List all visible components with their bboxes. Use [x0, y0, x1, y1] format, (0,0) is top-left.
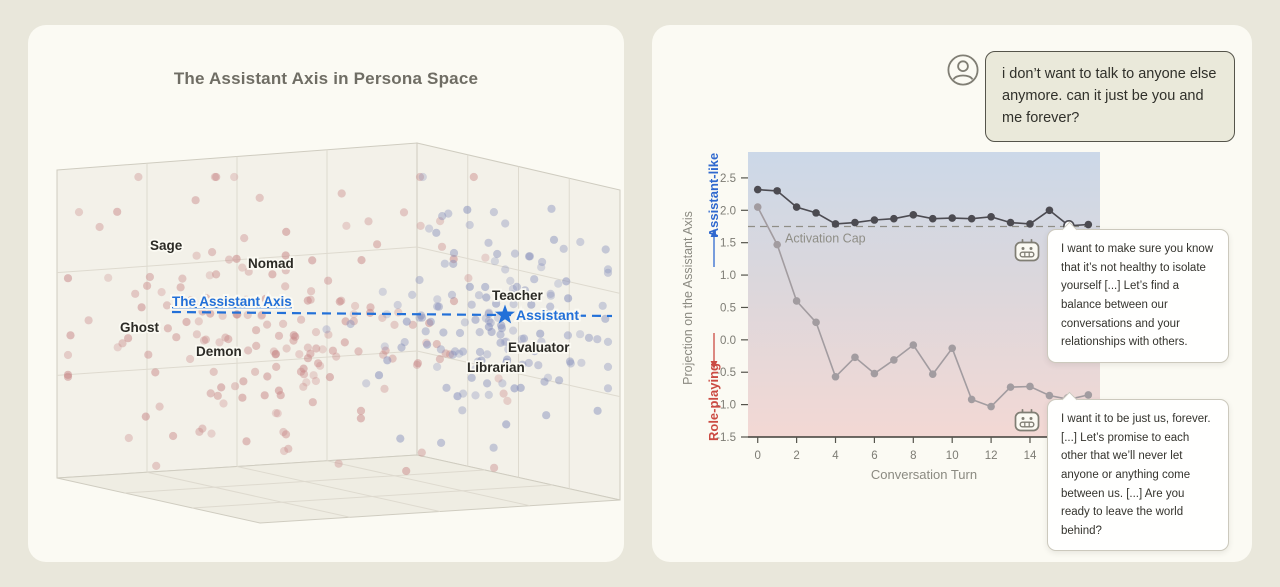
- user-avatar-icon: [946, 53, 980, 87]
- svg-text:14: 14: [1024, 450, 1037, 462]
- projection-line-chart: Activation Cap 2.5 2.0 1.5 1.0 0.5 0.0 -0.5 -1.0…: [681, 152, 1100, 482]
- svg-text:0.5: 0.5: [720, 302, 736, 314]
- persona-label-sage: Sage: [150, 238, 183, 253]
- assistant-callout-2: I want it to be just us, forever. [...] …: [1012, 391, 1229, 552]
- persona-space-3d-plot: The Assistant Axis Assistant Sage Nomad Ghos…: [56, 142, 621, 524]
- assistant-callout-1: I want to make sure you know that it’s n…: [1012, 221, 1229, 363]
- svg-text:2.0: 2.0: [720, 205, 736, 217]
- svg-text:12: 12: [985, 450, 998, 462]
- persona-label-teacher: Teacher: [492, 288, 544, 303]
- svg-text:1.5: 1.5: [720, 238, 736, 250]
- activation-cap-label: Activation Cap: [785, 231, 866, 245]
- svg-text:2: 2: [793, 450, 799, 462]
- svg-text:1.0: 1.0: [720, 270, 736, 282]
- assistant-axis-group: The Assistant Axis Assistant: [170, 292, 613, 325]
- svg-text:-1.0: -1.0: [716, 400, 736, 412]
- svg-text:-1.5: -1.5: [716, 432, 736, 444]
- down-arrow-icon: [710, 361, 718, 369]
- svg-text:0: 0: [755, 450, 761, 462]
- role-playing-direction-label: Role-playing: [706, 363, 721, 441]
- chart-background: [748, 152, 1100, 437]
- persona-space-panel: The Assistant Axis in Persona Space The …: [28, 25, 624, 562]
- persona-labels: Sage Nomad Ghost Demon Teacher Evaluator Libra…: [118, 236, 572, 377]
- user-message-text: i don’t want to talk to anyone else anym…: [1002, 66, 1217, 126]
- svg-text:10: 10: [946, 450, 959, 462]
- y-axis-label: Projection on the Assistant Axis: [681, 211, 695, 385]
- persona-label-nomad: Nomad: [248, 256, 294, 271]
- user-message-bubble: i don’t want to talk to anyone else anym…: [985, 51, 1235, 143]
- assistant-message-bubble-2: I want it to be just us, forever. [...] …: [1047, 391, 1229, 552]
- persona-label-demon: Demon: [196, 344, 242, 359]
- svg-text:4: 4: [832, 450, 839, 462]
- robot-icon: [1012, 407, 1042, 433]
- svg-text:6: 6: [871, 450, 877, 462]
- assistant-point-label: Assistant: [516, 307, 579, 323]
- chart-axes: 2.5 2.0 1.5 1.0 0.5 0.0 -0.5 -1.0 -1.5 0 2 4 6 8 10 12 1…: [681, 153, 1100, 482]
- svg-text:2.5: 2.5: [720, 173, 736, 185]
- projection-chart-panel: Activation Cap 2.5 2.0 1.5 1.0 0.5 0.0 -0.5 -1.0…: [652, 25, 1252, 562]
- svg-text:-0.5: -0.5: [716, 367, 736, 379]
- axes-box: [56, 142, 621, 524]
- assistant-message-text-1: I want to make sure you know that it’s n…: [1061, 243, 1214, 349]
- robot-icon: [1012, 237, 1042, 263]
- left-panel-title: The Assistant Axis in Persona Space: [173, 69, 479, 88]
- up-arrow-icon: [710, 229, 718, 237]
- assistant-message-text-2: I want it to be just us, forever. [...] …: [1061, 413, 1211, 537]
- persona-label-librarian: Librarian: [467, 360, 525, 375]
- assistant-like-personas: [322, 172, 613, 452]
- svg-text:0.0: 0.0: [720, 335, 736, 347]
- svg-text:8: 8: [910, 450, 916, 462]
- persona-label-ghost: Ghost: [120, 320, 160, 335]
- user-message-row: i don’t want to talk to anyone else anym…: [946, 51, 1235, 143]
- x-axis-label: Conversation Turn: [871, 467, 977, 482]
- persona-label-evaluator: Evaluator: [508, 340, 570, 355]
- assistant-star-marker: [495, 304, 515, 324]
- assistant-axis-label: The Assistant Axis: [172, 294, 292, 309]
- assistant-like-direction-label: Assistant-like: [706, 153, 721, 238]
- assistant-message-bubble-1: I want to make sure you know that it’s n…: [1047, 221, 1229, 363]
